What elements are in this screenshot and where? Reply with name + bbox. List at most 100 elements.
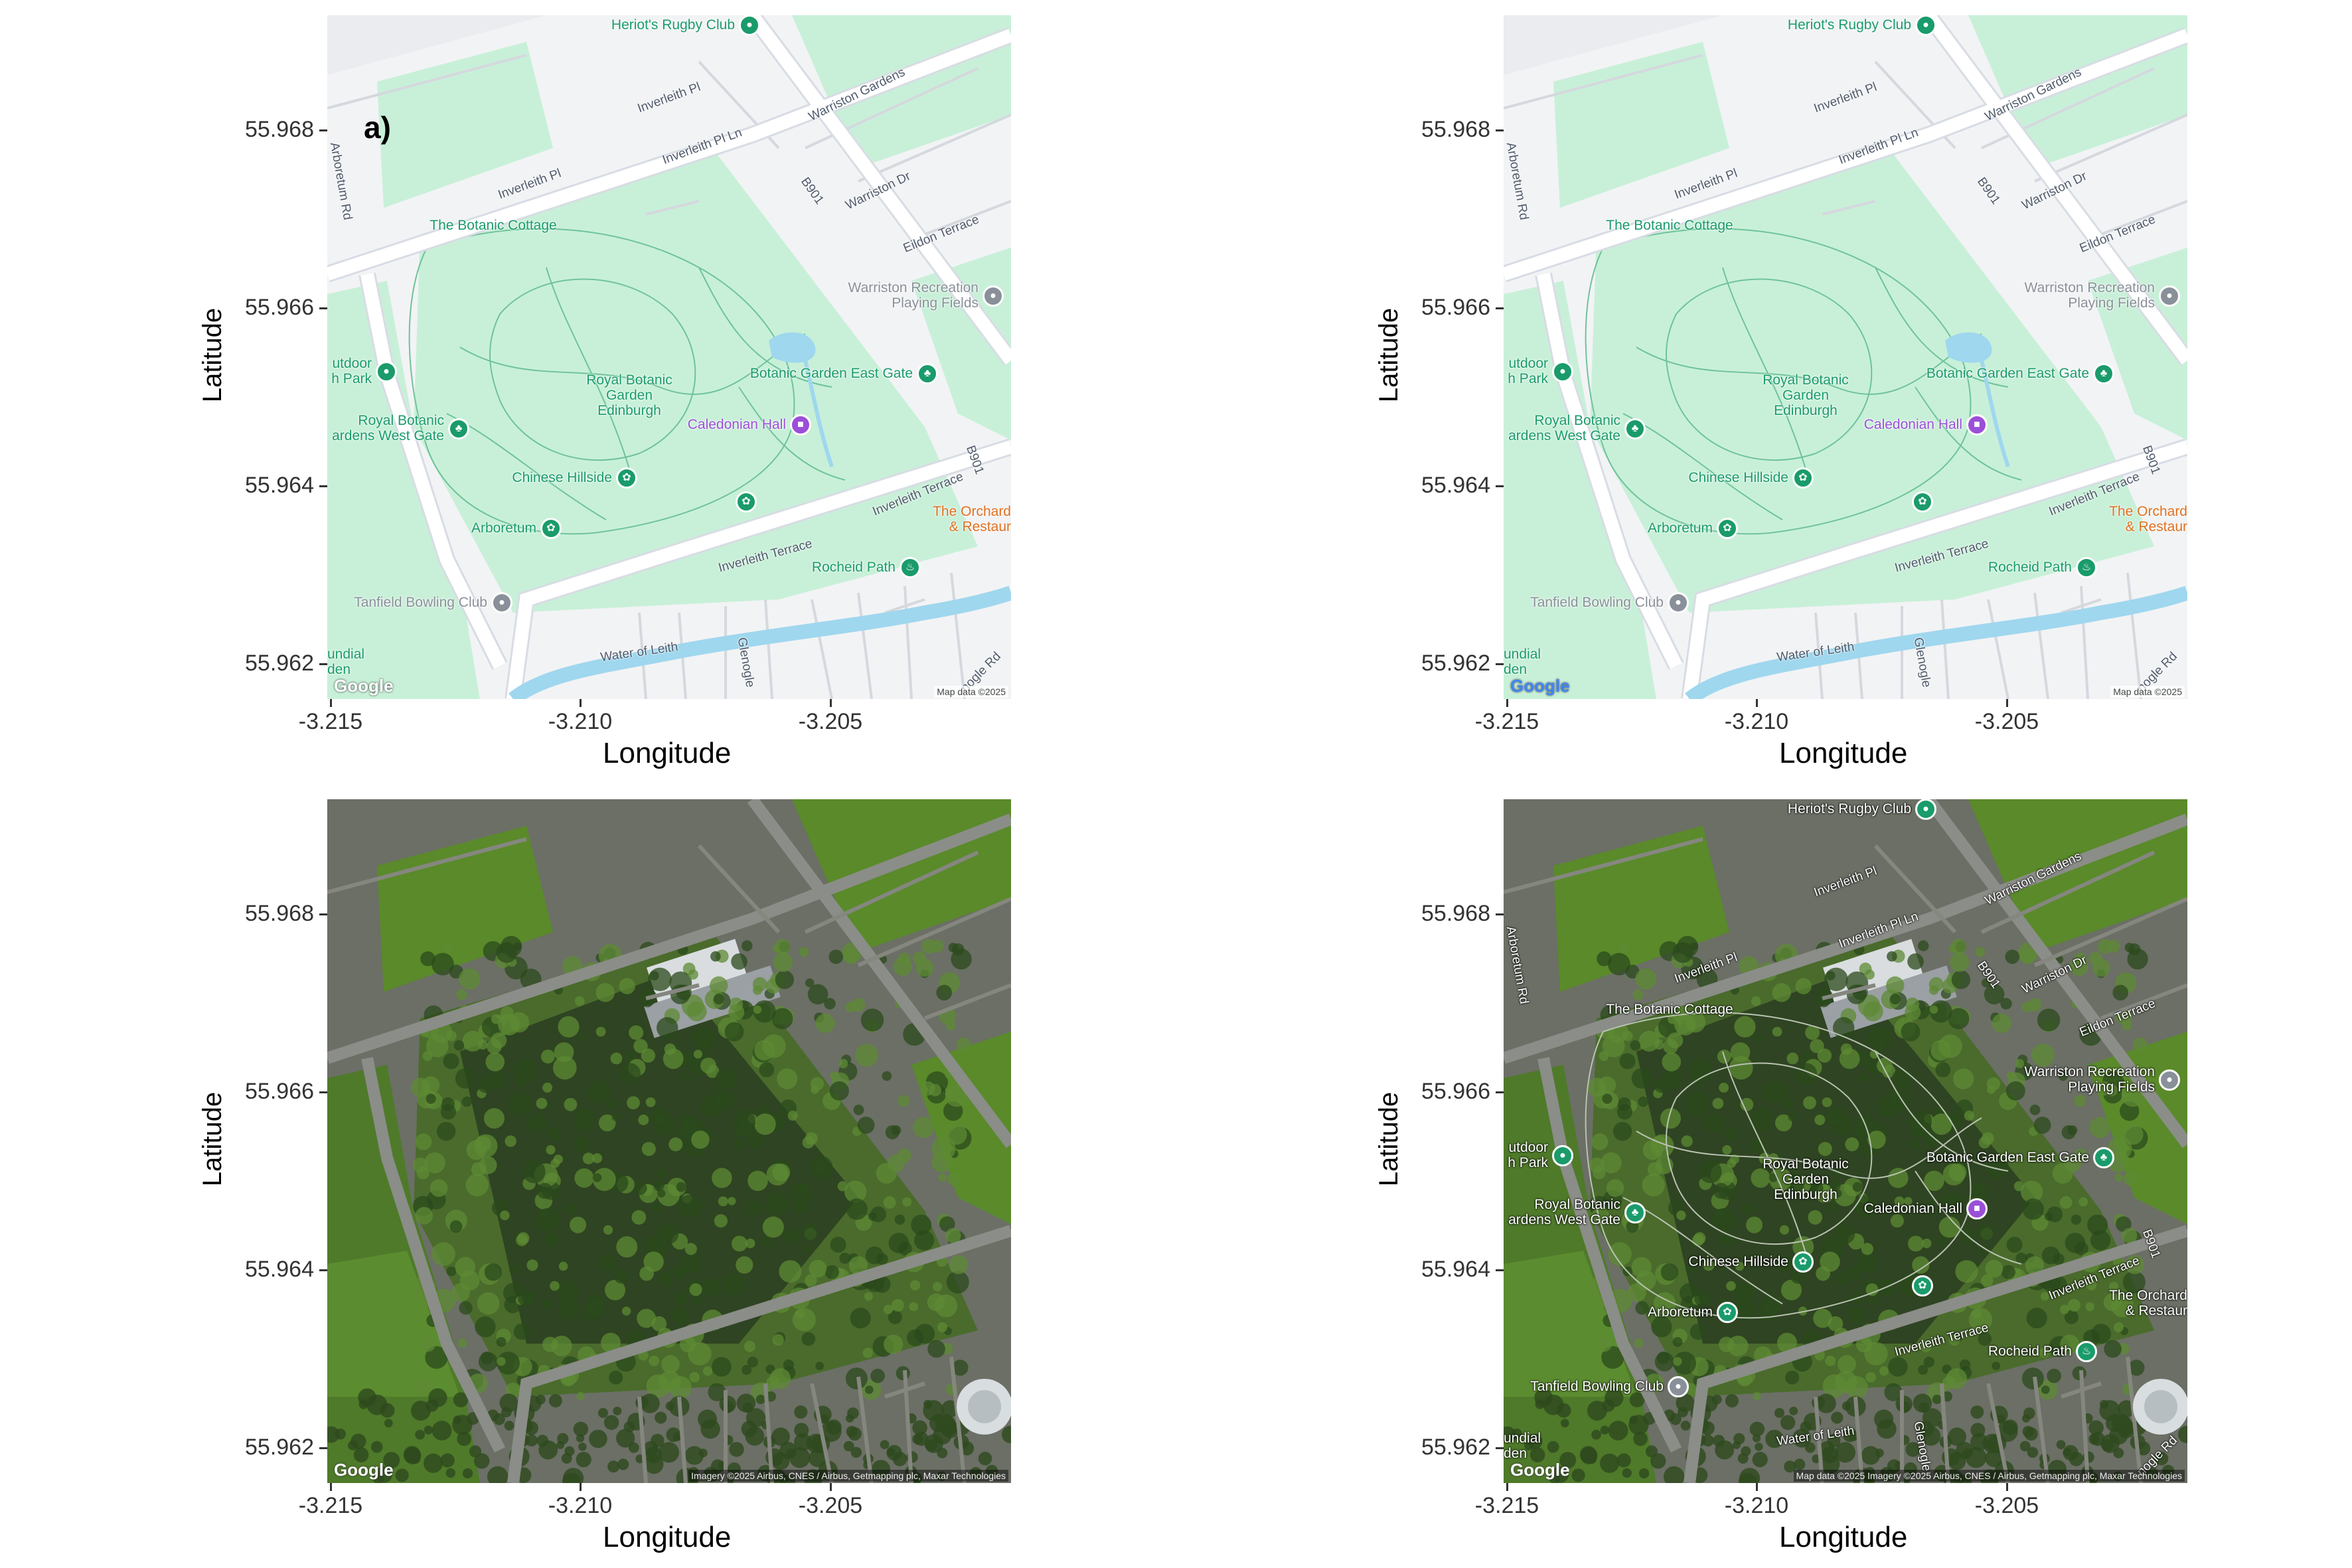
map-attribution[interactable]: Map data ©2025 [934,686,1008,698]
pin-icon[interactable]: ● [982,285,1004,307]
map-attribution[interactable]: Map data ©2025 Imagery ©2025 Airbus, CNE… [1793,1470,2185,1482]
poi-label[interactable]: The Orchard & Restaur [2109,504,2187,534]
poi-label[interactable]: undial den [1504,1431,1541,1461]
poi-label[interactable]: Chinese Hillside [1688,470,1788,485]
tree-canopy [2047,1460,2067,1479]
tree-canopy [1838,1355,1856,1374]
poi-label[interactable]: Botanic Garden East Gate [750,366,913,381]
poi-label[interactable]: Rocheid Path [1988,1344,2072,1359]
tree-canopy [588,1081,611,1103]
poi-label[interactable]: Arboretum [1648,520,1713,536]
tree-icon[interactable]: ♣ [2093,1147,2114,1168]
tree-canopy [603,1225,613,1235]
pin-icon[interactable]: ● [1552,361,1573,382]
poi-label[interactable]: Rocheid Path [812,560,896,575]
poi-label[interactable]: Botanic Garden East Gate [1926,1150,2089,1165]
poi-label[interactable]: The Orchard & Restaur [933,504,1011,534]
poi-label[interactable]: The Orchard & Restaur [2109,1288,2187,1318]
pin-icon[interactable]: ● [491,592,512,613]
tree-canopy [509,1265,519,1275]
tree-canopy [462,1468,473,1479]
tree-canopy [2013,1181,2024,1192]
map-attribution[interactable]: Map data ©2025 [2110,686,2185,698]
restaurant-icon[interactable]: ♨ [900,557,921,578]
restaurant-icon[interactable]: ♨ [2076,1341,2097,1362]
poi-label[interactable]: Chinese Hillside [1688,1254,1788,1269]
flower-icon[interactable]: ✿ [736,491,757,512]
poi-label[interactable]: Arboretum [471,520,536,536]
tree-canopy [376,1466,392,1483]
poi-label[interactable]: Warriston Recreation Playing Fields [848,280,979,311]
poi-label[interactable]: Royal Botanic Garden Edinburgh [586,372,672,418]
poi-label[interactable]: undial den [327,647,364,677]
tree-canopy [927,1340,945,1358]
poi-label[interactable]: undial den [1504,647,1541,677]
poi-label[interactable]: utdoor h Park [1508,356,1548,386]
tree-icon[interactable]: ♣ [448,418,469,439]
lock-icon[interactable]: ■ [1966,414,1988,435]
map-area[interactable]: Inverleith Pl Inverleith Pl Inverleith Pl … [327,15,1011,699]
poi-label[interactable]: utdoor h Park [331,356,372,386]
poi-label[interactable]: Rocheid Path [1988,560,2072,575]
poi-label[interactable]: The Botanic Cottage [1606,218,1733,233]
poi-label[interactable]: Royal Botanic Garden Edinburgh [1763,372,1849,418]
poi-label[interactable]: utdoor h Park [1508,1140,1548,1170]
flower-icon[interactable]: ✿ [540,518,562,539]
poi-label[interactable]: Caledonian Hall [688,417,786,432]
pin-icon[interactable]: ● [2159,1069,2180,1091]
poi-label[interactable]: Caledonian Hall [1864,417,1962,432]
poi-label[interactable]: The Botanic Cottage [430,218,556,233]
poi-label[interactable]: Heriot's Rugby Club [611,17,735,33]
poi-label[interactable]: Tanfield Bowling Club [354,595,487,610]
pin-icon[interactable]: ● [739,15,760,36]
flower-icon[interactable]: ✿ [1717,1302,1738,1323]
map-area[interactable]: Google Imagery ©2025 Airbus, CNES / Airbu… [327,799,1011,1483]
poi-label[interactable]: The Botanic Cottage [1606,1002,1733,1017]
map-area[interactable]: Inverleith Pl Inverleith Pl Inverleith Pl … [1504,15,2187,699]
poi-label[interactable]: Royal Botanic ardens West Gate [1508,413,1620,443]
tree-icon[interactable]: ♣ [1624,1202,1646,1223]
restaurant-icon[interactable]: ♨ [2076,557,2097,578]
poi-label[interactable]: Chinese Hillside [512,470,612,485]
map-attribution[interactable]: Imagery ©2025 Airbus, CNES / Airbus, Get… [688,1470,1008,1482]
poi-label[interactable]: Tanfield Bowling Club [1530,595,1664,610]
pin-icon[interactable]: ● [2159,285,2180,307]
tree-icon[interactable]: ♣ [2093,363,2114,384]
tree-canopy [1719,1082,1729,1093]
poi-label[interactable]: Caledonian Hall [1864,1201,1962,1216]
flower-icon[interactable]: ✿ [1792,467,1814,489]
flower-icon[interactable]: ✿ [1717,518,1738,539]
poi-label[interactable]: Royal Botanic ardens West Gate [1508,1197,1620,1227]
pin-icon[interactable]: ● [1552,1145,1573,1166]
tree-canopy [1855,1336,1873,1353]
poi-label[interactable]: Tanfield Bowling Club [1530,1379,1664,1394]
lock-icon[interactable]: ■ [1966,1198,1988,1219]
poi-label[interactable]: Royal Botanic ardens West Gate [332,413,444,443]
pin-icon[interactable]: ● [1915,15,1936,36]
pin-icon[interactable]: ● [1668,592,1689,613]
x-tick-label: -3.205 [798,1493,863,1518]
tree-icon[interactable]: ♣ [917,363,938,384]
poi-label[interactable]: Royal Botanic Garden Edinburgh [1763,1156,1849,1202]
poi-label[interactable]: Heriot's Rugby Club [1788,801,1911,817]
poi-label[interactable]: Warriston Recreation Playing Fields [2025,1064,2155,1095]
poi-label[interactable]: Heriot's Rugby Club [1788,17,1911,33]
poi-label[interactable]: Arboretum [1648,1304,1713,1320]
tree-canopy [2154,1451,2169,1466]
tree-icon[interactable]: ♣ [1624,418,1646,439]
tree-canopy [496,942,517,963]
tree-canopy [884,1334,903,1354]
pin-icon[interactable]: ● [376,361,397,382]
y-tick-mark [319,485,327,487]
flower-icon[interactable]: ✿ [1912,1275,1933,1296]
pin-icon[interactable]: ● [1668,1376,1689,1397]
poi-label[interactable]: Botanic Garden East Gate [1926,366,2089,381]
pin-icon[interactable]: ● [1915,799,1936,820]
flower-icon[interactable]: ✿ [1792,1251,1814,1273]
flower-icon[interactable]: ✿ [616,467,637,489]
flower-icon[interactable]: ✿ [1912,491,1933,512]
poi-label[interactable]: Warriston Recreation Playing Fields [2025,280,2155,311]
map-area[interactable]: Inverleith Pl Inverleith Pl Inverleith Pl … [1504,799,2187,1483]
lock-icon[interactable]: ■ [790,414,811,435]
tree-canopy [729,1442,744,1457]
